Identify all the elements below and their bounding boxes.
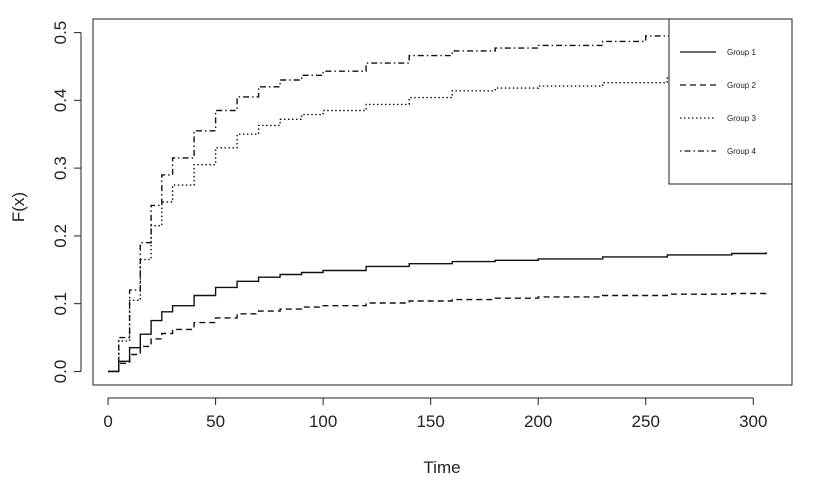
y-tick-label: 0.2 bbox=[51, 224, 70, 248]
series-line-2 bbox=[108, 292, 767, 373]
x-tick-label: 100 bbox=[309, 412, 337, 431]
y-tick-label: 0.3 bbox=[51, 156, 70, 180]
series-line-1 bbox=[108, 252, 767, 373]
legend-label-2: Group 2 bbox=[727, 81, 756, 90]
series-line-3 bbox=[108, 74, 767, 373]
x-tick-label: 0 bbox=[103, 412, 112, 431]
x-tick-label: 300 bbox=[739, 412, 767, 431]
legend-label-1: Group 1 bbox=[727, 48, 756, 57]
x-tick-label: 150 bbox=[416, 412, 444, 431]
y-tick-label: 0.1 bbox=[51, 292, 70, 316]
x-axis: 0 50 100 150 200 250 300 bbox=[103, 397, 767, 431]
plot-frame bbox=[92, 18, 793, 386]
series-line-4 bbox=[108, 33, 767, 373]
x-tick-label: 50 bbox=[206, 412, 225, 431]
y-tick-label: 0.4 bbox=[51, 89, 70, 113]
x-tick-label: 250 bbox=[632, 412, 660, 431]
legend-label-4: Group 4 bbox=[727, 147, 756, 156]
legend-label-3: Group 3 bbox=[727, 114, 756, 123]
y-tick-label: 0.0 bbox=[51, 360, 70, 384]
y-tick-label: 0.5 bbox=[51, 21, 70, 45]
y-axis: 0.0 0.1 0.2 0.3 0.4 0.5 bbox=[51, 21, 82, 384]
legend: Group 1 Group 2 Group 3 Group 4 bbox=[668, 18, 793, 185]
y-axis-label: F(x) bbox=[9, 192, 28, 222]
legend-box bbox=[668, 18, 793, 185]
series-layer bbox=[108, 33, 767, 373]
x-tick-label: 200 bbox=[524, 412, 552, 431]
x-axis-label: Time bbox=[423, 458, 460, 477]
